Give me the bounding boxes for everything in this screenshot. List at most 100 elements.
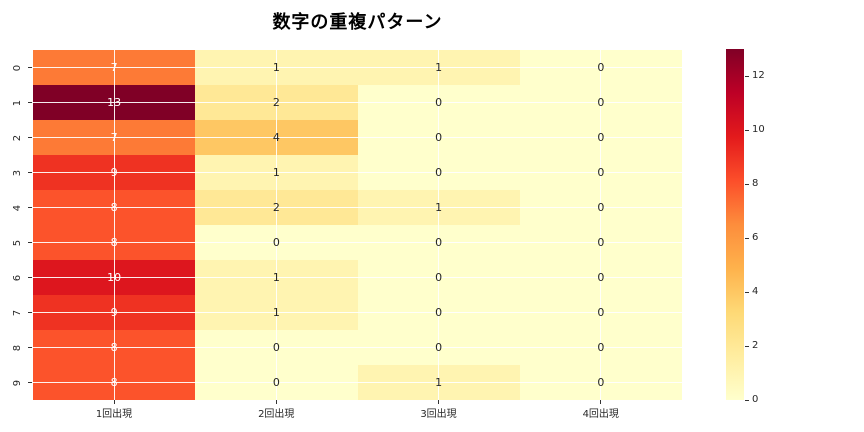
heatmap-cell: 0	[357, 330, 520, 365]
y-tick-label: 8	[11, 344, 23, 351]
colorbar-tick-mark	[745, 399, 749, 401]
heatmap-cell: 0	[357, 225, 520, 260]
cell-value: 8	[110, 341, 118, 354]
colorbar-tick-mark	[745, 237, 749, 239]
heatmap-cell: 8	[33, 330, 196, 365]
heatmap-cell: 1	[357, 190, 520, 225]
y-tick-label: 4	[11, 204, 23, 211]
colorbar-tick-mark	[745, 345, 749, 347]
cell-value: 4	[272, 131, 280, 144]
cell-value: 1	[272, 271, 280, 284]
cell-value: 8	[110, 236, 118, 249]
heatmap-cell: 8	[33, 365, 196, 400]
heatmap-cell: 13	[33, 85, 196, 120]
cell-value: 0	[597, 131, 605, 144]
y-tick-mark	[28, 207, 32, 208]
heatmap-cell: 0	[519, 365, 682, 400]
y-tick-label: 7	[11, 309, 23, 316]
cell-value: 1	[435, 376, 443, 389]
cell-value: 0	[597, 96, 605, 109]
y-tick-label: 5	[11, 239, 23, 246]
chart-title: 数字の重複パターン	[272, 12, 443, 33]
cell-value: 0	[597, 341, 605, 354]
x-tick-label: 1回出現	[95, 409, 133, 420]
y-tick-mark	[28, 102, 32, 103]
cell-value: 0	[597, 236, 605, 249]
colorbar-tick-mark	[745, 129, 749, 131]
cell-value: 2	[272, 201, 280, 214]
cell-value: 0	[435, 236, 443, 249]
heatmap-cell: 2	[195, 190, 358, 225]
x-tick-mark	[113, 400, 115, 404]
cell-value: 0	[597, 306, 605, 319]
cell-value: 13	[107, 96, 122, 109]
heatmap-cell: 9	[33, 155, 196, 190]
colorbar-tick-label: 0	[752, 394, 759, 405]
y-tick-label: 6	[11, 274, 23, 281]
cell-value: 0	[435, 306, 443, 319]
y-tick-mark	[28, 67, 32, 68]
heatmap-cell: 0	[357, 260, 520, 295]
cell-value: 0	[272, 341, 280, 354]
cell-value: 1	[272, 61, 280, 74]
cell-value: 2	[272, 96, 280, 109]
cell-value: 8	[110, 376, 118, 389]
heatmap-cell: 0	[519, 85, 682, 120]
cell-value: 0	[597, 166, 605, 179]
heatmap-cell: 0	[519, 190, 682, 225]
heatmap-cell: 1	[357, 50, 520, 85]
cell-value: 0	[272, 376, 280, 389]
colorbar-tick-label: 2	[752, 340, 759, 351]
cell-value: 0	[597, 271, 605, 284]
heatmap-cell: 1	[195, 50, 358, 85]
y-tick-label: 9	[11, 379, 23, 386]
colorbar-tick-label: 10	[752, 124, 765, 135]
cell-value: 8	[110, 201, 118, 214]
heatmap-cell: 0	[519, 295, 682, 330]
heatmap-plot: 7 1 1 0 13 2 0 0 7 4 0 0 9 1 0 0 8 2 1 0 8 0 0 0 10 1 0 0 9 1 0 0 8 0 0 0 8 0…	[33, 50, 682, 400]
cell-value: 0	[435, 166, 443, 179]
heatmap-cell: 4	[195, 120, 358, 155]
colorbar-tick-label: 8	[752, 178, 759, 189]
colorbar	[726, 49, 744, 400]
y-tick-mark	[28, 137, 32, 138]
y-tick-label: 0	[11, 64, 23, 71]
heatmap-cell: 9	[33, 295, 196, 330]
x-tick-mark	[275, 400, 277, 404]
heatmap-cell: 1	[195, 295, 358, 330]
colorbar-tick-label: 12	[752, 70, 765, 81]
cell-value: 0	[272, 236, 280, 249]
heatmap-cell: 0	[519, 120, 682, 155]
heatmap-cell: 0	[519, 260, 682, 295]
heatmap-cell: 0	[519, 155, 682, 190]
x-tick-label: 4回出現	[582, 409, 619, 420]
cell-value: 0	[435, 341, 443, 354]
colorbar-tick-mark	[745, 183, 749, 185]
y-tick-mark	[28, 312, 32, 313]
heatmap-cell: 1	[195, 260, 358, 295]
heatmap-cell: 0	[357, 155, 520, 190]
colorbar-tick-label: 4	[752, 286, 759, 297]
heatmap-cell: 7	[33, 50, 196, 85]
cell-value: 7	[110, 61, 118, 74]
y-tick-label: 3	[11, 169, 23, 176]
cell-value: 0	[597, 201, 605, 214]
cell-value: 0	[597, 376, 605, 389]
y-tick-mark	[28, 172, 32, 173]
cell-value: 0	[597, 61, 605, 74]
heatmap-cell: 0	[357, 85, 520, 120]
x-tick-label: 3回出現	[420, 409, 457, 420]
heatmap-cell: 0	[195, 225, 358, 260]
colorbar-tick-label: 6	[752, 232, 759, 243]
cell-value: 1	[435, 61, 443, 74]
y-tick-mark	[28, 382, 32, 383]
colorbar-gradient	[726, 49, 744, 400]
heatmap-cells: 7 1 1 0 13 2 0 0 7 4 0 0 9 1 0 0 8 2 1 0 8 0 0 0 10 1 0 0 9 1 0 0 8 0 0 0 8 0…	[33, 50, 682, 400]
heatmap-cell: 10	[33, 260, 196, 295]
cell-value: 0	[435, 96, 443, 109]
x-tick-mark	[600, 400, 602, 404]
y-tick-mark	[28, 242, 32, 243]
heatmap-cell: 2	[195, 85, 358, 120]
cell-value: 9	[110, 166, 118, 179]
